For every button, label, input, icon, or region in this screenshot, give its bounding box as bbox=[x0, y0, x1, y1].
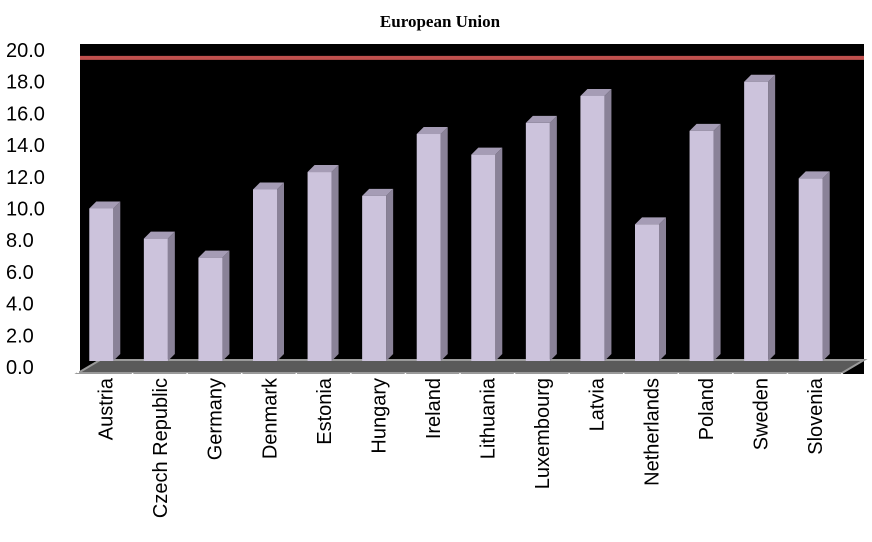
x-category-label: Luxembourg bbox=[532, 378, 554, 489]
bar-top bbox=[362, 188, 394, 196]
bar-top bbox=[525, 115, 557, 123]
y-tick-label: 0.0 bbox=[6, 357, 34, 379]
bar-side bbox=[604, 88, 612, 361]
bar-side bbox=[659, 217, 666, 361]
bar bbox=[307, 172, 332, 361]
bar bbox=[635, 224, 659, 361]
x-category-label: Estonia bbox=[314, 377, 336, 445]
bar-top bbox=[307, 165, 339, 173]
x-category-label: Latvia bbox=[587, 377, 609, 431]
bar bbox=[798, 178, 823, 361]
x-category-label: Czech Republic bbox=[150, 378, 172, 518]
x-category-label: Denmark bbox=[259, 377, 281, 459]
bar bbox=[89, 208, 114, 361]
x-category-label: Germany bbox=[205, 378, 227, 460]
x-category-label: Poland bbox=[696, 378, 718, 440]
bar bbox=[143, 238, 168, 361]
bar-top bbox=[253, 182, 284, 190]
x-category-label: Ireland bbox=[423, 378, 445, 439]
bar-top bbox=[635, 217, 666, 225]
y-tick-label: 12.0 bbox=[6, 167, 45, 189]
y-tick-label: 16.0 bbox=[6, 103, 45, 125]
y-tick-label: 8.0 bbox=[6, 230, 34, 252]
bar-top bbox=[198, 250, 230, 258]
x-category-label: Sweden bbox=[750, 378, 772, 450]
bar-top bbox=[744, 74, 776, 82]
bar-top bbox=[143, 231, 175, 239]
bar-side bbox=[277, 182, 284, 361]
floor bbox=[74, 359, 868, 374]
bar-side bbox=[822, 171, 830, 361]
bar-side bbox=[549, 115, 557, 361]
bar-top bbox=[580, 88, 612, 96]
bar-side bbox=[113, 201, 121, 361]
y-tick-label: 6.0 bbox=[6, 262, 34, 284]
x-category-label: Hungary bbox=[368, 378, 390, 454]
bars bbox=[89, 74, 830, 362]
x-category-label: Austria bbox=[96, 377, 118, 440]
y-tick-label: 2.0 bbox=[6, 325, 34, 347]
x-category-label: Netherlands bbox=[641, 378, 663, 486]
y-tick-label: 20.0 bbox=[6, 40, 45, 62]
bar bbox=[525, 122, 550, 361]
bar-side bbox=[222, 250, 230, 361]
bar-top bbox=[798, 171, 830, 179]
bar-side bbox=[713, 123, 721, 362]
bar bbox=[253, 189, 277, 361]
bar-top bbox=[416, 127, 448, 135]
bar-top bbox=[89, 201, 121, 209]
bar bbox=[416, 134, 441, 361]
y-tick-label: 14.0 bbox=[6, 135, 45, 157]
bar-side bbox=[440, 127, 448, 361]
bar bbox=[362, 195, 387, 361]
chart-title: European Union bbox=[380, 12, 501, 31]
bar bbox=[689, 130, 714, 361]
axes bbox=[72, 44, 868, 379]
bar-side bbox=[768, 74, 776, 361]
x-category-label: Lithuania bbox=[478, 377, 500, 459]
bar bbox=[744, 81, 769, 361]
y-tick-label: 10.0 bbox=[6, 199, 45, 221]
bar-top bbox=[471, 147, 503, 155]
bar-side bbox=[495, 147, 503, 361]
bar bbox=[580, 95, 605, 361]
y-tick-label: 4.0 bbox=[6, 294, 34, 316]
bar bbox=[198, 257, 223, 361]
bar-side bbox=[167, 231, 175, 361]
bar bbox=[471, 154, 496, 361]
y-tick-label: 18.0 bbox=[6, 72, 45, 94]
bar-top bbox=[689, 123, 721, 131]
axis-labels: 0.0 2.0 4.0 6.0 8.0 10.0 12.0 14.0 16.0 18.0 20.0 A… bbox=[6, 40, 827, 518]
bar-side bbox=[331, 165, 339, 361]
bar-side bbox=[386, 188, 394, 361]
x-category-label: Slovenia bbox=[805, 377, 827, 455]
